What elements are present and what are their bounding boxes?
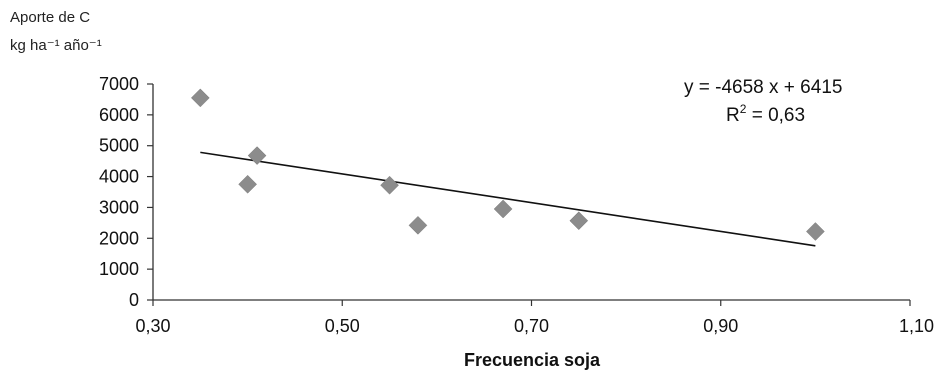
- y-tick-label: 3000: [99, 197, 139, 217]
- x-tick-label: 1,10: [899, 316, 934, 336]
- r-squared-superscript: 2: [740, 102, 747, 116]
- y-tick-label: 6000: [99, 105, 139, 125]
- data-point: [493, 199, 513, 219]
- r-squared-value: = 0,63: [746, 105, 805, 126]
- data-point: [380, 175, 399, 195]
- x-tick-label: 0,30: [135, 316, 170, 336]
- y-tick-label: 2000: [99, 228, 139, 248]
- x-tick-label: 0,90: [703, 316, 738, 336]
- data-point: [247, 146, 267, 165]
- x-tick-label: 0,70: [514, 316, 549, 336]
- x-tick-label: 0,50: [325, 316, 360, 336]
- r-squared-prefix: R: [726, 105, 740, 126]
- y-ticks-group: 0 1000 2000 3000 4000 5000 6000 7000: [99, 74, 153, 310]
- data-point: [238, 174, 257, 194]
- y-axis-label-line-1: Aporte de C: [10, 9, 90, 26]
- y-tick-label: 5000: [99, 136, 139, 156]
- y-tick-label: 4000: [99, 167, 139, 187]
- trend-line: [200, 151, 816, 247]
- y-tick-label: 7000: [99, 74, 139, 94]
- data-point: [408, 215, 428, 235]
- y-tick-label: 1000: [99, 259, 139, 279]
- x-axis-label: Frecuencia soja: [464, 350, 601, 370]
- y-axis-label-line-2: kg ha⁻¹ año⁻¹: [10, 37, 102, 54]
- data-point: [569, 211, 589, 231]
- x-ticks-group: 0,30 0,50 0,70 0,90 1,10: [135, 300, 934, 336]
- y-tick-label: 0: [129, 290, 139, 310]
- points-group: [190, 88, 825, 241]
- data-point: [806, 222, 825, 241]
- r-squared-annotation: R2 = 0,63: [726, 102, 805, 126]
- regression-equation: y = -4658 x + 6415: [684, 77, 842, 98]
- data-point: [190, 88, 210, 108]
